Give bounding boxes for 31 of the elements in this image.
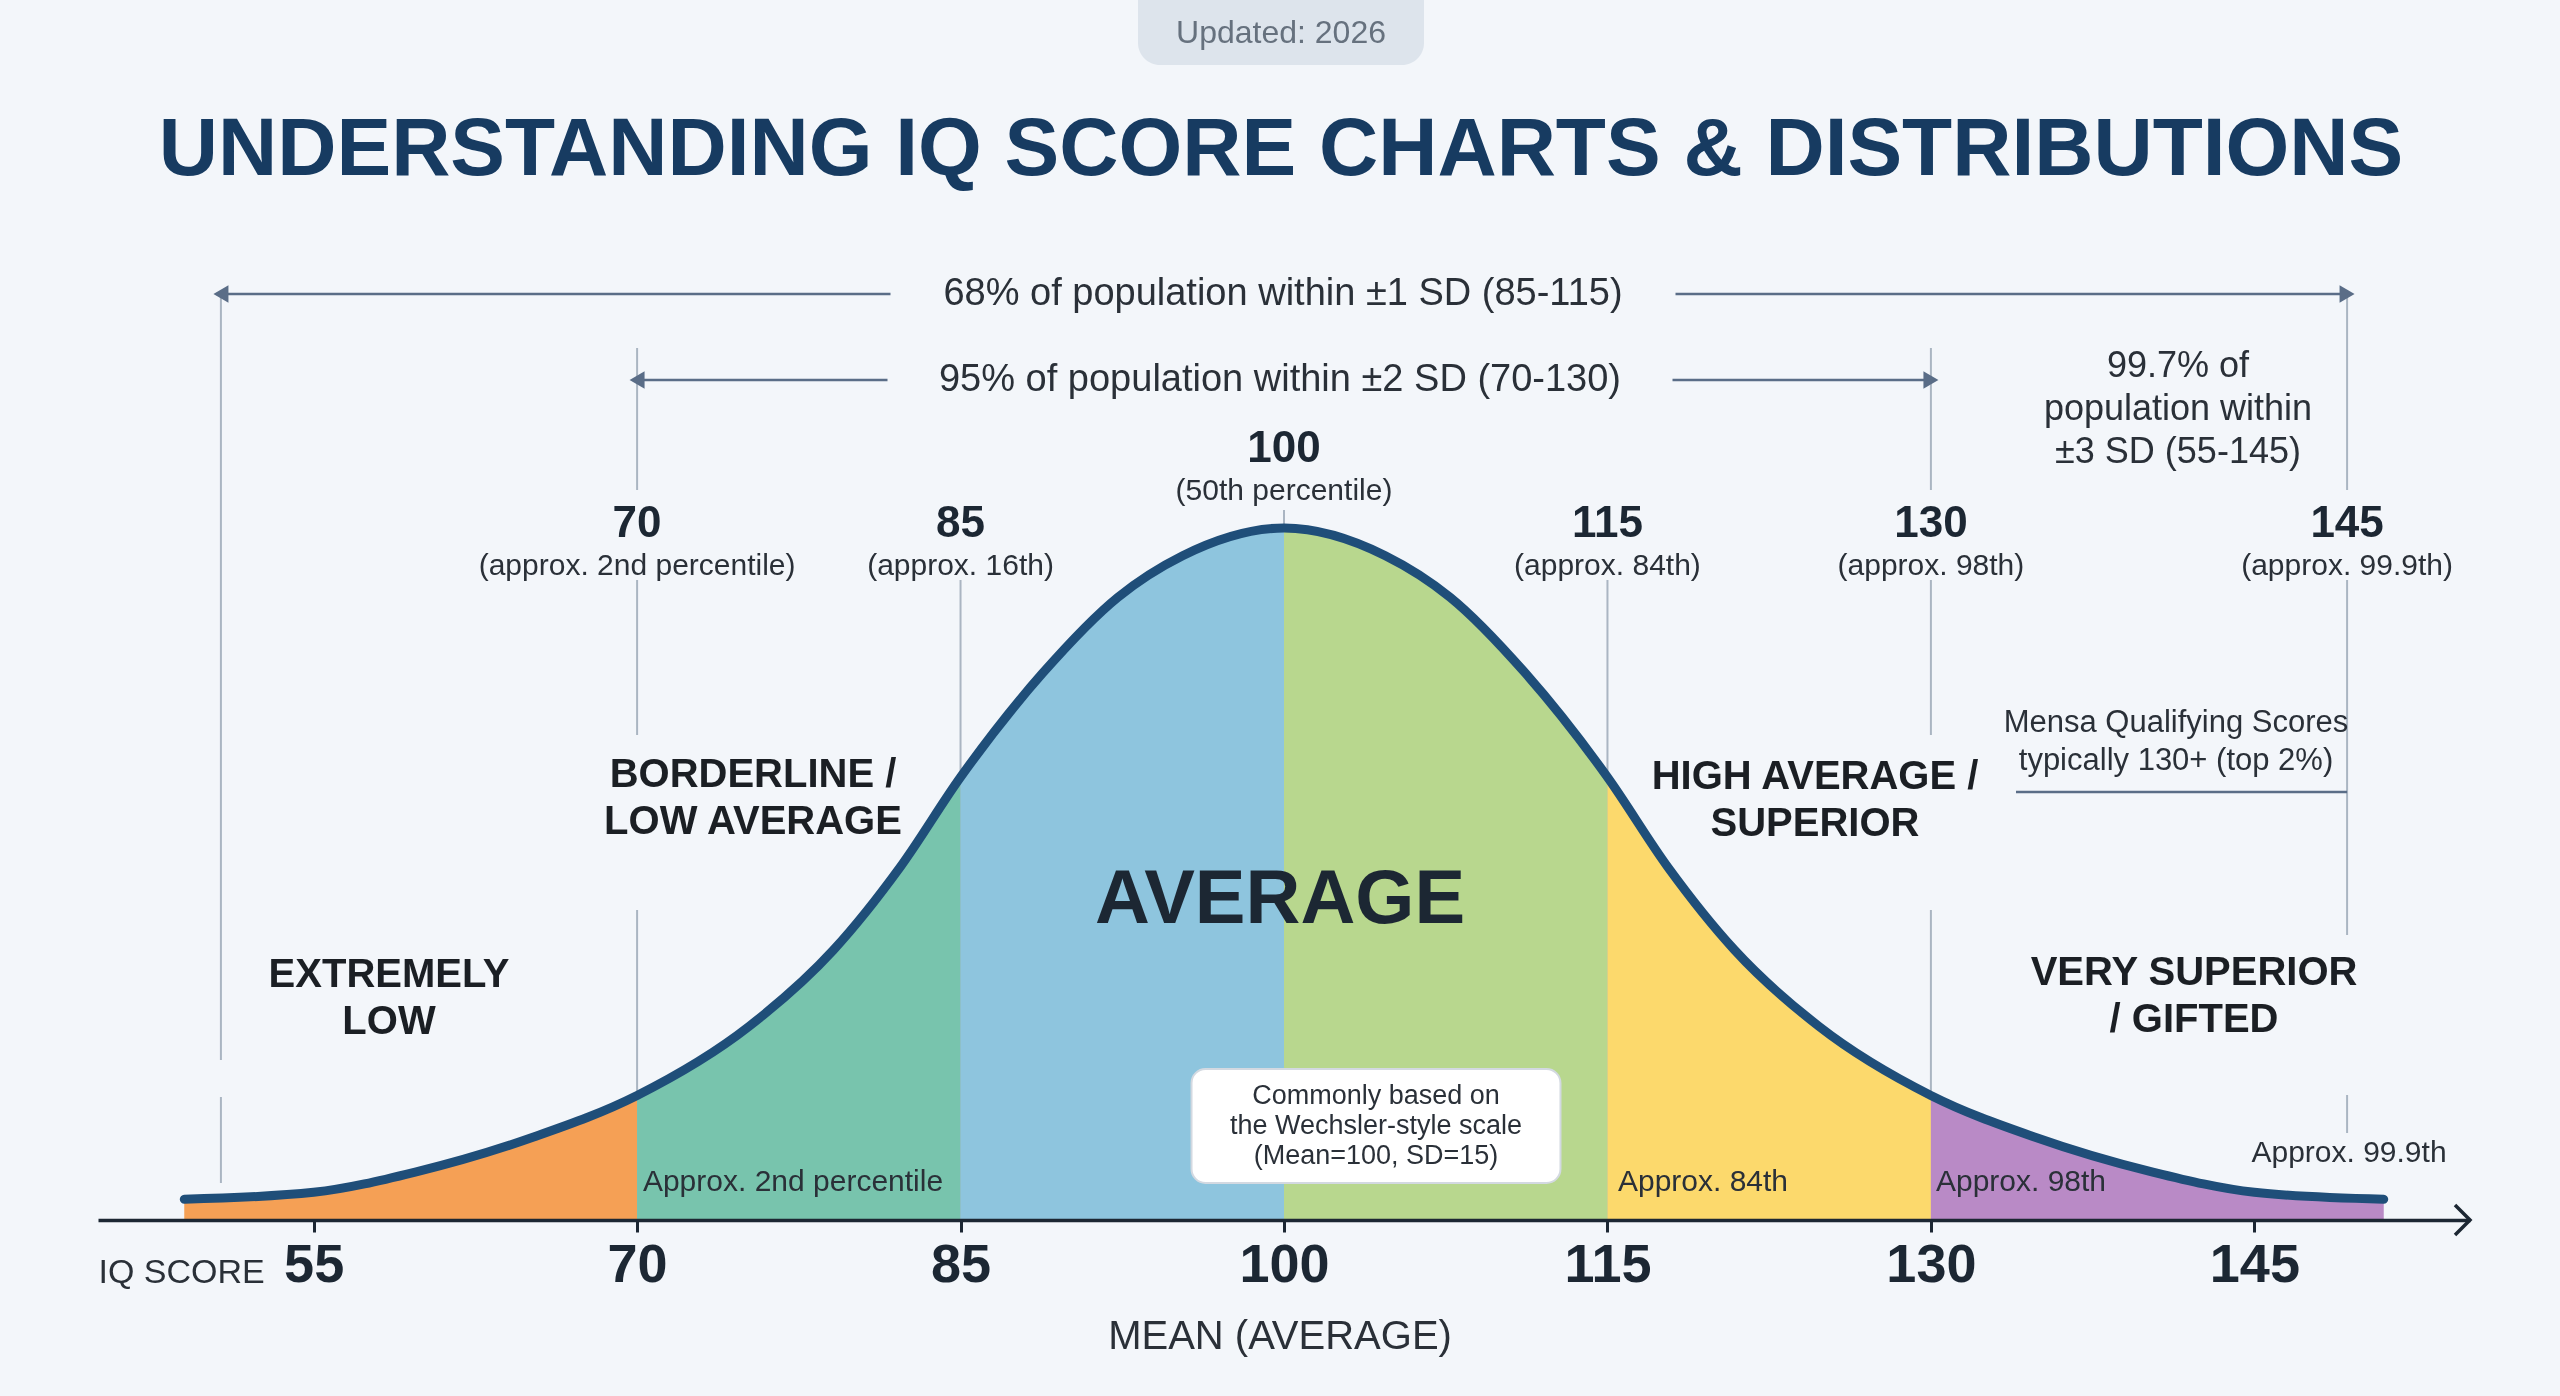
annotation: AVERAGE [1094,854,1466,939]
x-tick-label: 100 [1239,1232,1330,1293]
chart-title: UNDERSTANDING IQ SCORE CHARTS & DISTRIBUTIONS [158,101,2404,192]
x-tick-label: 115 [1564,1232,1652,1293]
chart-subtitle: Updated: 2026 [1176,14,1386,50]
x-tick-label: 85 [931,1232,992,1293]
ref-line-label: 70 (approx. 2nd percentile) [478,497,796,581]
text: 95% of population within ±2 SD (70-130) [938,357,1622,399]
x-axis-title: IQ SCORE [98,1251,265,1290]
annotation: BORDERLINE / LOW AVERAGE [604,751,902,842]
annotation: Mensa Qualifying Scores typically 130+ (top 2%) [2003,704,2349,777]
annotation: Approx. 98th [1935,1164,2107,1197]
text: MEAN (AVERAGE) [1108,1313,1452,1357]
text: 68% of population within ±1 SD (85-115) [943,271,1623,313]
ref-line-label: 85 (approx. 16th) [867,497,1054,581]
ref-line-label: 130 (approx. 98th) [1837,497,2025,581]
ref-line-label: 115 (approx. 84th) [1514,497,1701,581]
annotation: Commonly based on the Wechsler-style scale (Mean=100, SD=15) [1229,1080,1523,1170]
annotation: Approx. 2nd percentile [642,1164,944,1197]
annotation: HIGH AVERAGE / SUPERIOR [1651,753,1979,844]
ref-line-label: 100 (50th percentile) [1175,422,1393,506]
annotation: Approx. 99.9th [2251,1135,2447,1168]
x-tick-label: 70 [607,1232,668,1293]
x-tick-label: 55 [284,1232,345,1293]
text: 99.7% of population within ±3 SD (55-145) [2043,344,2313,471]
x-tick-label: 145 [2209,1232,2300,1293]
x-tick-label: 130 [1886,1232,1977,1293]
ref-line-label: 145 (approx. 99.9th) [2241,497,2453,581]
annotation: Approx. 84th [1617,1164,1789,1197]
annotation: EXTREMELY LOW [268,951,510,1042]
annotation: VERY SUPERIOR / GIFTED [2030,949,2358,1040]
